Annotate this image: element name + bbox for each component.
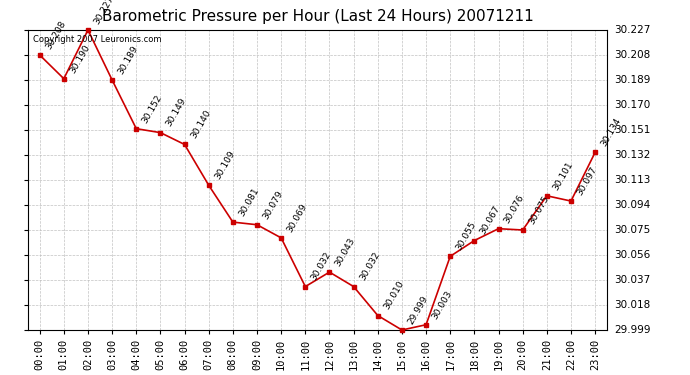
Text: 30.149: 30.149 (165, 97, 188, 129)
Text: 30.079: 30.079 (262, 189, 285, 220)
Text: 30.075: 30.075 (614, 225, 651, 235)
Text: 30.132: 30.132 (614, 150, 651, 160)
Text: 30.190: 30.190 (68, 43, 92, 75)
Text: 30.208: 30.208 (614, 50, 651, 60)
Text: 30.081: 30.081 (237, 186, 261, 218)
Text: 30.152: 30.152 (141, 93, 164, 124)
Text: 30.032: 30.032 (358, 251, 382, 282)
Text: 30.113: 30.113 (614, 175, 651, 185)
Text: 30.067: 30.067 (479, 204, 502, 236)
Text: 30.056: 30.056 (614, 250, 651, 260)
Text: 30.134: 30.134 (600, 116, 623, 148)
Text: 30.018: 30.018 (614, 300, 651, 310)
Text: 30.097: 30.097 (575, 165, 599, 197)
Text: Copyright 2007 Leuronics.com: Copyright 2007 Leuronics.com (33, 34, 162, 44)
Text: 30.010: 30.010 (382, 279, 406, 311)
Text: Barometric Pressure per Hour (Last 24 Hours) 20071211: Barometric Pressure per Hour (Last 24 Ho… (101, 9, 533, 24)
Text: 30.076: 30.076 (503, 193, 526, 225)
Text: 30.094: 30.094 (614, 200, 651, 210)
Text: 30.101: 30.101 (551, 160, 575, 192)
Text: 30.043: 30.043 (334, 236, 357, 268)
Text: 30.109: 30.109 (213, 149, 237, 181)
Text: 30.189: 30.189 (614, 75, 651, 85)
Text: 30.189: 30.189 (117, 44, 140, 76)
Text: 30.227: 30.227 (614, 25, 651, 35)
Text: 30.037: 30.037 (614, 275, 651, 285)
Text: 30.055: 30.055 (455, 220, 478, 252)
Text: 30.003: 30.003 (431, 289, 454, 321)
Text: 29.999: 29.999 (614, 325, 651, 335)
Text: 30.075: 30.075 (527, 194, 551, 226)
Text: 30.140: 30.140 (189, 108, 213, 140)
Text: 29.999: 29.999 (406, 294, 430, 326)
Text: 30.227: 30.227 (92, 0, 116, 26)
Text: 30.069: 30.069 (286, 202, 309, 234)
Text: 30.208: 30.208 (44, 19, 68, 51)
Text: 30.032: 30.032 (310, 251, 333, 282)
Text: 30.151: 30.151 (614, 125, 651, 135)
Text: 30.170: 30.170 (614, 100, 651, 110)
